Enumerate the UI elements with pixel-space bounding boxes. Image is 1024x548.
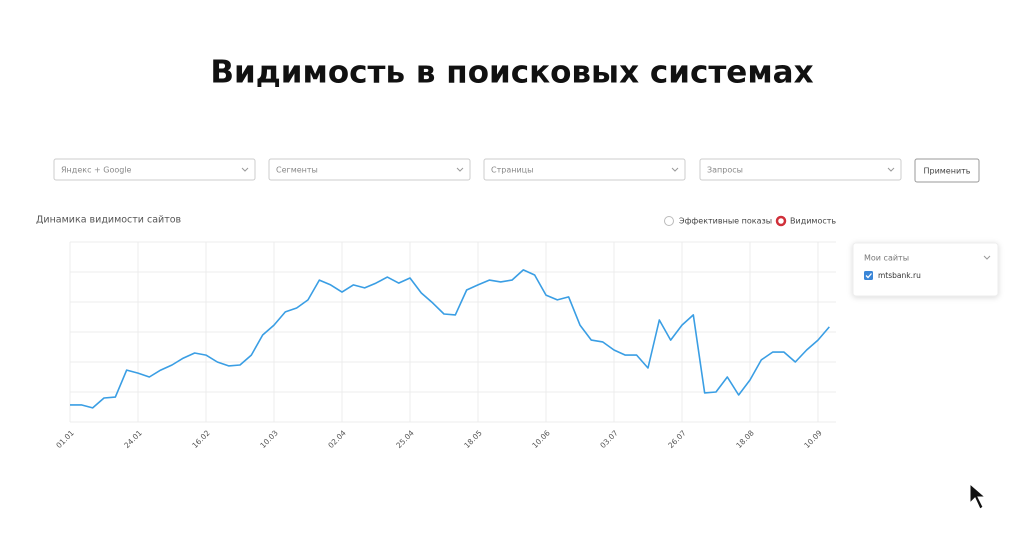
x-tick-label: 24.01 <box>122 428 144 450</box>
dropdown[interactable] <box>268 158 471 181</box>
dropdown-label: Сегменты <box>276 166 318 175</box>
line <box>70 269 830 409</box>
x-tick-label: 26.07 <box>666 428 688 450</box>
chevron <box>241 167 249 172</box>
x-tick-label: 16.02 <box>190 428 212 450</box>
x-tick-label: 18.05 <box>462 428 484 450</box>
sites-panel <box>852 242 999 297</box>
panel-title: Мои сайты <box>864 254 909 263</box>
x-tick-label: 01.01 <box>54 428 76 450</box>
metric-label[interactable]: Эффективные показы <box>679 217 772 226</box>
radio[interactable] <box>664 216 674 226</box>
cursor <box>969 482 987 510</box>
metric-label[interactable]: Видимость <box>790 217 836 226</box>
x-tick-label: 03.07 <box>598 428 620 450</box>
checkbox[interactable] <box>864 271 873 280</box>
x-tick-label: 10.09 <box>802 428 824 450</box>
dropdown-label: Запросы <box>707 166 743 175</box>
filters: Яндекс + Google Сегменты Страницы Запросы <box>53 158 902 181</box>
legend-entry[interactable]: mtsbank.ru <box>878 271 921 280</box>
apply-button[interactable] <box>914 158 980 183</box>
dropdown[interactable] <box>53 158 256 181</box>
apply-label[interactable]: Применить <box>923 167 970 176</box>
dropdown[interactable] <box>483 158 686 181</box>
dropdown[interactable] <box>699 158 902 181</box>
chevron <box>671 167 679 172</box>
plot: 01.01 24.01 16.02 10.03 02.04 25.04 18.05 10.06… <box>54 241 836 450</box>
x-tick-label: 18.08 <box>734 428 756 450</box>
x-tick-label: 10.06 <box>530 428 552 450</box>
dropdown-label: Страницы <box>491 166 533 175</box>
x-tick-label: 10.03 <box>258 428 280 450</box>
x-tick-label: 02.04 <box>326 428 348 450</box>
check <box>865 273 872 279</box>
x-tick-label: 25.04 <box>394 428 416 450</box>
chart-title: Динамика видимости сайтов <box>36 215 182 226</box>
page-title: Видимость в поисковых системах <box>210 55 813 91</box>
chevron <box>887 167 895 172</box>
radio-selected[interactable] <box>775 215 787 227</box>
chevron <box>983 255 991 260</box>
dropdown-label: Яндекс + Google <box>61 166 132 175</box>
chevron <box>456 167 464 172</box>
